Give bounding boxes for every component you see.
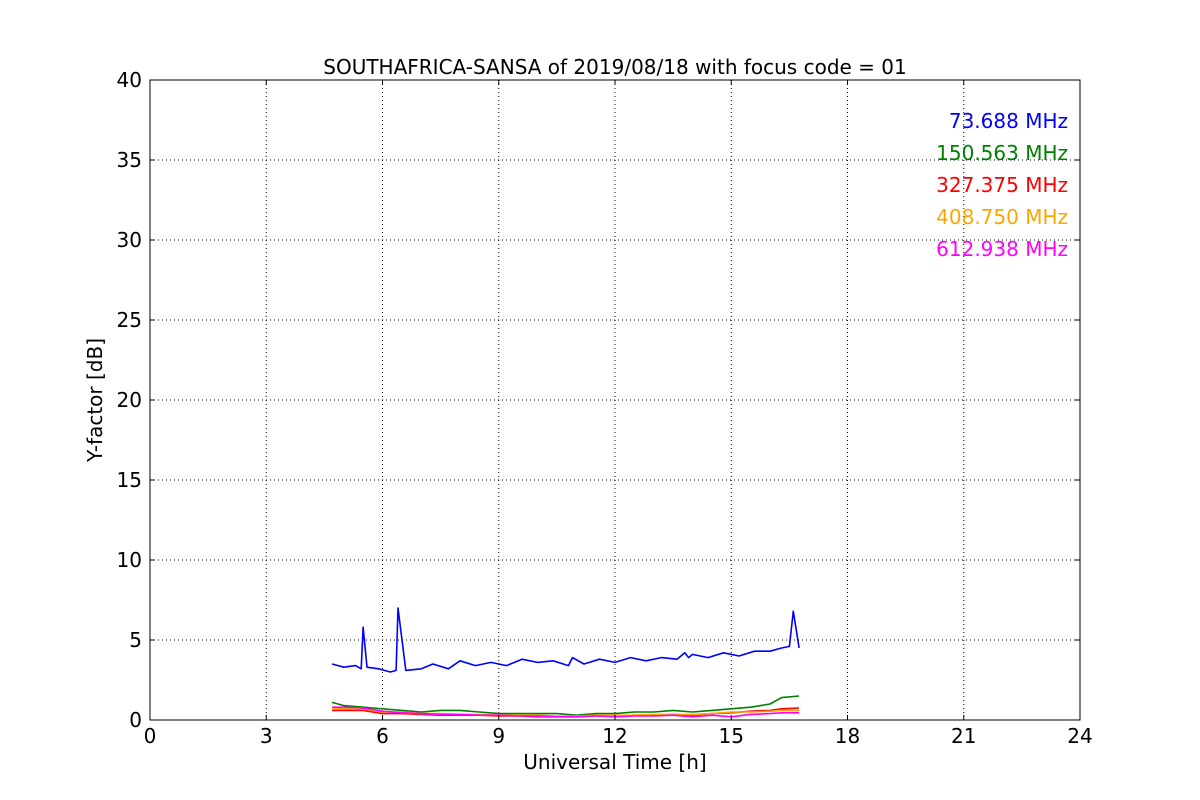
legend: 73.688 MHz 150.563 MHz 327.375 MHz 408.750 …: [936, 109, 1068, 261]
legend-entry: 150.563 MHz: [936, 141, 1068, 165]
y-tick-label: 20: [117, 388, 142, 412]
axis-ticks: [149, 79, 1081, 721]
series-line: [331, 695, 800, 717]
legend-entry: 327.375 MHz: [936, 173, 1068, 197]
y-tick-label: 40: [117, 68, 142, 92]
y-tick-label: 0: [129, 708, 142, 732]
y-axis-label: Y-factor [dB]: [83, 338, 107, 463]
y-tick-label: 15: [117, 468, 142, 492]
x-tick-label: 15: [719, 724, 744, 748]
chart-title: SOUTHAFRICA-SANSA of 2019/08/18 with foc…: [323, 55, 907, 79]
legend-entry: 612.938 MHz: [936, 237, 1068, 261]
y-tick-label: 5: [129, 628, 142, 652]
legend-entry: 73.688 MHz: [949, 109, 1068, 133]
y-tick-label: 10: [117, 548, 142, 572]
y-tick-label: 25: [117, 308, 142, 332]
y-tick-label: 35: [117, 148, 142, 172]
x-tick-label: 12: [602, 724, 627, 748]
x-tick-label: 18: [835, 724, 860, 748]
x-tick-label: 21: [951, 724, 976, 748]
x-tick-label: 24: [1067, 724, 1092, 748]
grid-lines: [150, 80, 1080, 720]
series-line: [331, 607, 800, 673]
x-tick-label: 6: [376, 724, 389, 748]
x-axis-label: Universal Time [h]: [523, 750, 706, 774]
tick-labels: 0 3 6 9 12 15 18 21 24 0 5 10 15 20 25 30 35 40: [117, 68, 1093, 748]
x-tick-label: 3: [260, 724, 273, 748]
series-line: [332, 706, 800, 718]
series-group: [331, 607, 800, 718]
x-tick-label: 0: [144, 724, 157, 748]
x-tick-label: 9: [492, 724, 505, 748]
legend-entry: 408.750 MHz: [936, 205, 1068, 229]
y-tick-label: 30: [117, 228, 142, 252]
